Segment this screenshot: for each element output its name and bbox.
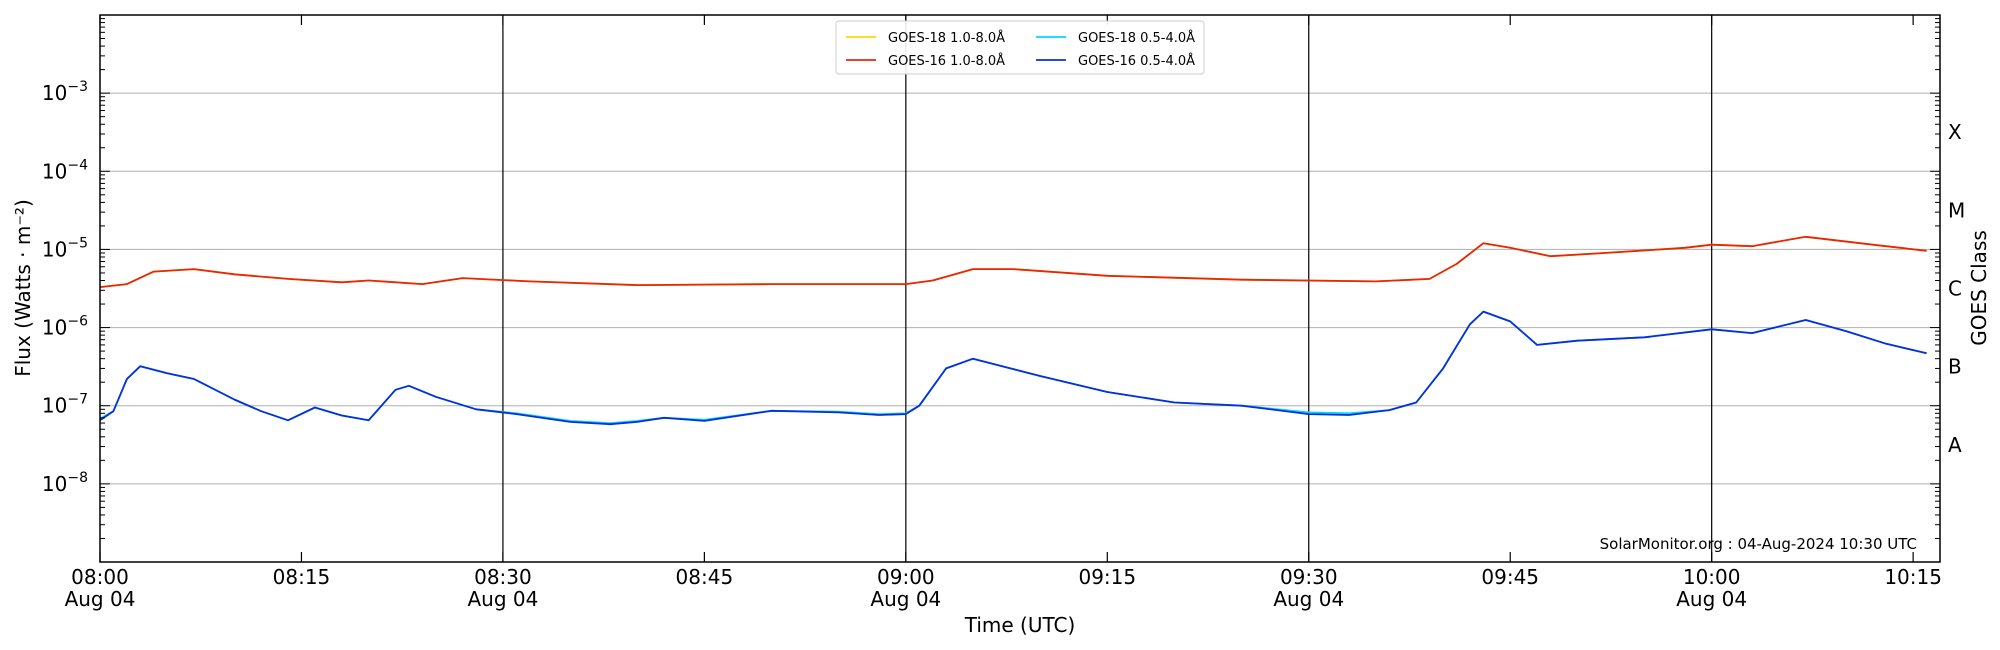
goes-class-label: B	[1948, 355, 1962, 379]
legend-label: GOES-18 0.5-4.0Å	[1078, 30, 1195, 46]
x-tick-label: 10:15	[1884, 565, 1942, 589]
y-axis-ticks: 10−8 10−7 10−6 10−5 10−4 10−3	[42, 18, 1940, 563]
plot-frame	[99, 14, 1941, 563]
y-tick-label: 10−6	[42, 314, 88, 340]
goes-class-label: M	[1948, 198, 1965, 222]
y-tick-label: 10−7	[42, 392, 88, 418]
x-tick-date-label: Aug 04	[1273, 587, 1344, 611]
plot-background	[100, 15, 1940, 562]
legend-label: GOES-16 0.5-4.0Å	[1078, 53, 1195, 69]
goes-class-labels: A B C M X	[1948, 120, 1965, 457]
x-tick-label: 09:30	[1280, 565, 1338, 589]
x-tick-label: 08:15	[273, 565, 331, 589]
legend-box	[835, 20, 1205, 75]
y-tick-label: 10−4	[42, 157, 88, 183]
gridlines	[100, 92, 1940, 485]
x-tick-date-label: Aug 04	[1676, 587, 1747, 611]
y-tick-label: 10−8	[42, 470, 88, 496]
day-marker-lines	[502, 15, 1713, 562]
legend-label: GOES-18 1.0-8.0Å	[888, 30, 1005, 46]
series-lines	[99, 235, 1927, 426]
x-tick-date-label: Aug 04	[467, 587, 538, 611]
y-tick-label: 10−3	[42, 79, 88, 105]
x-tick-label: 10:00	[1683, 565, 1741, 589]
y2-axis-label: GOES Class	[1967, 230, 1991, 346]
x-axis-label: Time (UTC)	[964, 613, 1076, 637]
x-tick-label: 08:00	[71, 565, 129, 589]
series-line-4	[99, 310, 1927, 426]
goes-class-label: A	[1948, 433, 1962, 457]
x-tick-date-label: Aug 04	[870, 587, 941, 611]
y-axis-label: Flux (Watts · m⁻²)	[11, 199, 35, 377]
x-tick-date-label: Aug 04	[65, 587, 136, 611]
x-tick-label: 09:00	[877, 565, 935, 589]
x-tick-label: 08:45	[676, 565, 734, 589]
legend-label: GOES-16 1.0-8.0Å	[888, 53, 1005, 69]
y-tick-label: 10−5	[42, 235, 88, 261]
goes-class-label: X	[1948, 120, 1962, 144]
x-tick-label: 08:30	[474, 565, 532, 589]
series-line-3	[99, 235, 1927, 288]
legend: GOES-18 1.0-8.0Å GOES-18 0.5-4.0Å GOES-16 …	[835, 20, 1205, 75]
goes-class-label: C	[1948, 277, 1962, 301]
x-tick-label: 09:45	[1481, 565, 1539, 589]
credit-text: SolarMonitor.org : 04-Aug-2024 10:30 UTC	[1600, 535, 1917, 553]
x-tick-label: 09:15	[1078, 565, 1136, 589]
